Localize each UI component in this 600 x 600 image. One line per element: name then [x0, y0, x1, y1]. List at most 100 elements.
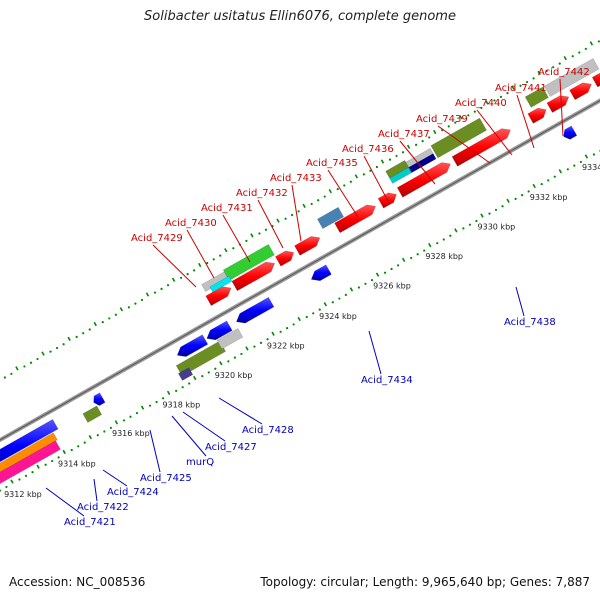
- outer-tick-dot: [3, 376, 6, 379]
- top-leader: [152, 244, 197, 288]
- outer-tick-dot: [428, 136, 431, 139]
- inner-tick-major: [454, 228, 458, 233]
- outer-tick-dot: [499, 95, 503, 98]
- outer-tick-dot: [597, 40, 600, 43]
- inner-tick-major: [323, 302, 327, 307]
- outer-tick-dot: [108, 317, 111, 320]
- inner-tick-major: [297, 316, 301, 322]
- gene-label-top: Acid_7437: [378, 129, 430, 140]
- inner-tick-dot: [5, 485, 8, 489]
- outer-tick-dot: [290, 213, 294, 217]
- inner-tick-dot: [566, 168, 569, 171]
- outer-tick-major: [589, 41, 594, 46]
- top-leader: [437, 125, 491, 164]
- inner-tick-major: [375, 272, 380, 277]
- outer-tick-dot: [317, 199, 320, 202]
- inner-tick-dot: [514, 197, 517, 200]
- scale-tick-label: 9334 kbp: [582, 163, 600, 172]
- outer-tick-dot: [212, 258, 215, 261]
- inner-tick-dot: [475, 219, 478, 223]
- accession-text: Accession: NC_008536: [9, 575, 146, 589]
- outer-tick-dot: [186, 272, 189, 276]
- inner-tick-dot: [292, 323, 295, 326]
- inner-tick-dot: [233, 356, 237, 359]
- inner-tick-dot: [318, 308, 321, 311]
- inner-tick-dot: [573, 164, 576, 167]
- scale-tick-label: 9314 kbp: [58, 460, 96, 469]
- gene-label-bottom: Acid_7424: [107, 487, 159, 498]
- outer-tick-dot: [55, 346, 59, 350]
- gene-label-bottom: murQ: [186, 457, 214, 468]
- feature-olive: [82, 405, 103, 423]
- inner-tick-major: [349, 287, 354, 292]
- inner-tick-dot: [57, 456, 60, 459]
- inner-tick-dot: [181, 386, 184, 389]
- inner-tick-dot: [527, 190, 530, 193]
- scale-tick-label: 9330 kbp: [478, 222, 516, 231]
- gene-label-bottom: Acid_7438: [504, 317, 556, 328]
- gene-label-bottom: Acid_7434: [361, 375, 413, 386]
- top-leader: [516, 94, 535, 149]
- outer-tick-major: [145, 292, 150, 297]
- forward-gene: [396, 162, 451, 198]
- inner-tick-dot: [370, 278, 374, 282]
- outer-tick-dot: [493, 99, 496, 102]
- gene-label-top: Acid_7433: [270, 173, 322, 184]
- inner-tick-dot: [540, 182, 543, 186]
- inner-tick-dot: [279, 330, 282, 333]
- inner-tick-dot: [227, 360, 230, 363]
- feature-cyan: [209, 275, 233, 293]
- inner-tick-major: [88, 435, 92, 440]
- inner-tick-dot: [253, 345, 256, 348]
- outer-tick-major: [224, 248, 228, 253]
- forward-gene: [231, 261, 275, 292]
- scale-tick-label: 9318 kbp: [162, 401, 200, 410]
- inner-tick-dot: [462, 227, 465, 230]
- outer-tick-dot: [545, 69, 548, 73]
- scale-tick-label: 9320 kbp: [215, 371, 253, 380]
- outer-tick-major: [93, 321, 97, 327]
- inner-tick-dot: [410, 256, 413, 260]
- gene-label-bottom: Acid_7427: [205, 442, 257, 453]
- inner-tick-dot: [103, 430, 106, 433]
- feature-green: [222, 244, 275, 281]
- outer-tick-dot: [140, 298, 144, 302]
- gene-label-bottom: Acid_7422: [77, 502, 129, 513]
- bottom-leader: [171, 415, 207, 457]
- outer-tick-dot: [23, 365, 26, 368]
- inner-tick-dot: [214, 367, 217, 370]
- gene-label-top: Acid_7435: [306, 158, 358, 169]
- gene-label-bottom: Acid_7428: [242, 425, 294, 436]
- scale-tick-label: 9332 kbp: [530, 193, 568, 202]
- forward-gene: [275, 250, 295, 267]
- outer-tick-major: [537, 70, 541, 76]
- inner-tick-dot: [547, 179, 550, 182]
- outer-tick-dot: [101, 321, 104, 324]
- feature-olive: [524, 86, 549, 108]
- bottom-leader: [368, 330, 382, 375]
- gene-label-top: Acid_7441: [495, 83, 547, 94]
- inner-tick-dot: [442, 238, 445, 241]
- inner-tick-dot: [24, 474, 28, 477]
- gene-label-top: Acid_7436: [342, 144, 394, 155]
- bottom-leader: [218, 397, 263, 425]
- inner-tick-dot: [148, 404, 152, 407]
- bottom-leader: [182, 411, 226, 442]
- outer-tick-dot: [454, 121, 457, 124]
- genome-title: Solibacter usitatus Ellin6076, complete …: [144, 9, 456, 24]
- inner-tick-dot: [155, 400, 158, 404]
- backbone-line: [0, 98, 600, 443]
- outer-tick-dot: [153, 291, 157, 294]
- feature-steelblue: [317, 206, 345, 229]
- outer-tick-dot: [375, 165, 379, 169]
- outer-tick-major: [171, 277, 176, 282]
- inner-tick-dot: [18, 478, 21, 481]
- outer-tick-major: [433, 129, 437, 135]
- feature-olive: [430, 117, 487, 159]
- outer-tick-dot: [127, 306, 130, 309]
- gene-features: [0, 54, 600, 484]
- forward-gene: [527, 107, 547, 124]
- inner-tick-dot: [364, 282, 367, 285]
- inner-tick-major: [193, 375, 197, 381]
- inner-tick-major: [114, 420, 119, 425]
